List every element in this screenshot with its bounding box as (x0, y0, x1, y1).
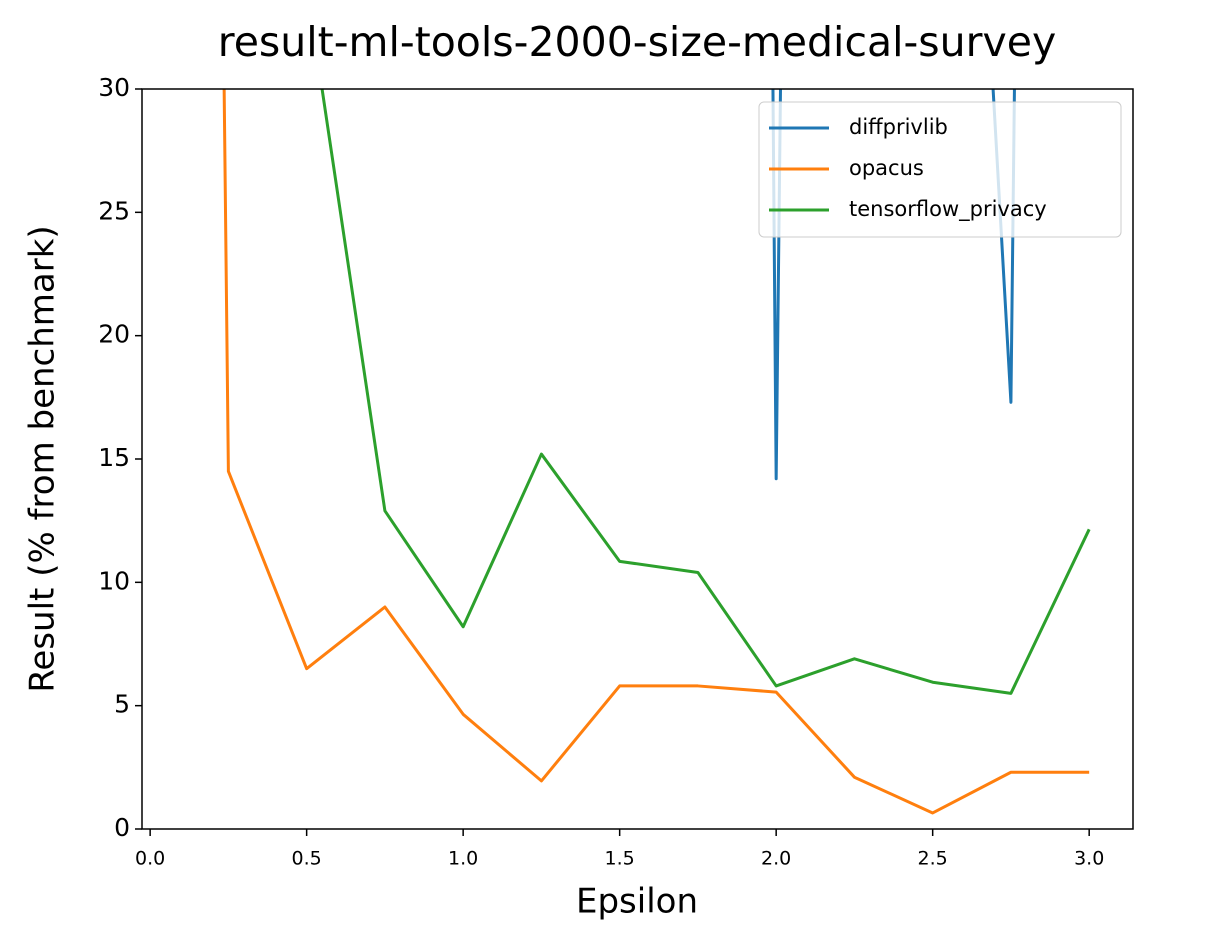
x-tick-label: 1.0 (448, 848, 478, 870)
legend-label: diffprivlib (849, 115, 948, 139)
x-tick-label: 2.5 (918, 848, 948, 870)
y-tick-label: 0 (114, 813, 130, 842)
series-line (771, 89, 1016, 481)
y-tick-label: 30 (98, 73, 130, 102)
y-tick-label: 20 (98, 320, 130, 349)
y-tick-label: 15 (98, 443, 130, 472)
y-axis-label: Result (% from benchmark) (23, 225, 63, 692)
chart-title: result-ml-tools-2000-size-medical-survey (218, 18, 1057, 66)
legend-box (758, 101, 1122, 238)
x-axis-label: Epsilon (576, 882, 698, 922)
x-tick-label: 0.0 (135, 848, 165, 870)
legend-label: opacus (849, 156, 924, 180)
series-line (222, 89, 1090, 815)
x-tick-label: 2.0 (761, 848, 791, 870)
y-tick-label: 5 (114, 690, 130, 719)
y-tick-label: 10 (98, 566, 130, 595)
series-line (320, 89, 1091, 695)
y-tick-label: 25 (98, 196, 130, 225)
x-tick-label: 0.5 (292, 848, 322, 870)
plot-lines (222, 89, 1091, 815)
legend-label: tensorflow_privacy (849, 197, 1047, 222)
x-tick-label: 3.0 (1074, 848, 1104, 870)
x-tick-label: 1.5 (605, 848, 635, 870)
